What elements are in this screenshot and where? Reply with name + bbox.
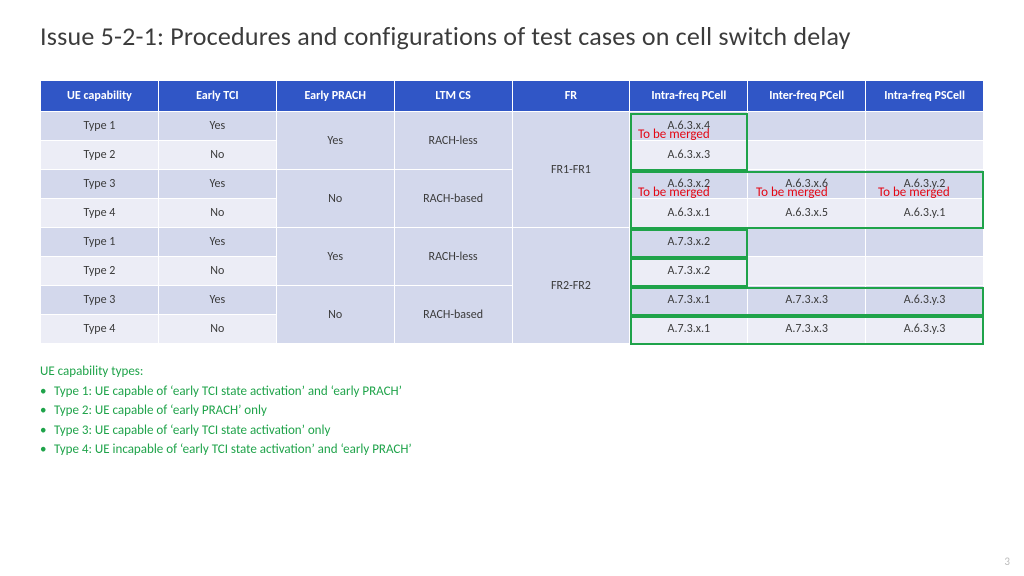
- cell-tci: No: [158, 199, 276, 228]
- cell-intra-p: A.6.3.x.1: [630, 199, 748, 228]
- cell-intra-ps: A.6.3.y.2: [866, 170, 984, 199]
- cell-tci: Yes: [158, 170, 276, 199]
- cell-fr: FR2-FR2: [512, 228, 630, 344]
- th-fr: FR: [512, 81, 630, 112]
- cell-cap: Type 4: [41, 315, 159, 344]
- config-table: UE capability Early TCI Early PRACH LTM …: [40, 80, 984, 344]
- cell-tci: No: [158, 257, 276, 286]
- cell-tci: Yes: [158, 112, 276, 141]
- cell-cap: Type 1: [41, 112, 159, 141]
- cell-inter-p: A.7.3.x.3: [748, 286, 866, 315]
- cell-cap: Type 3: [41, 286, 159, 315]
- page-number: 3: [1004, 555, 1010, 568]
- legend-item: Type 2: UE capable of ‘early PRACH’ only: [54, 401, 984, 421]
- cell-prach: Yes: [276, 228, 394, 286]
- cell-intra-ps: [866, 257, 984, 286]
- cell-inter-p: A.7.3.x.3: [748, 315, 866, 344]
- cell-intra-p: A.6.3.x.2: [630, 170, 748, 199]
- cell-cap: Type 2: [41, 257, 159, 286]
- cell-intra-ps: [866, 228, 984, 257]
- cell-tci: No: [158, 315, 276, 344]
- cell-inter-p: A.6.3.x.5: [748, 199, 866, 228]
- cell-intra-p: A.6.3.x.3: [630, 141, 748, 170]
- cell-inter-p: A.6.3.x.6: [748, 170, 866, 199]
- legend-heading: UE capability types:: [40, 362, 984, 382]
- cell-prach: No: [276, 286, 394, 344]
- cell-ltm: RACH-based: [394, 286, 512, 344]
- cell-prach: No: [276, 170, 394, 228]
- th-intra-ps: Intra-freq PSCell: [866, 81, 984, 112]
- legend-item: Type 3: UE capable of ‘early TCI state a…: [54, 421, 984, 441]
- th-inter-p: Inter-freq PCell: [748, 81, 866, 112]
- cell-intra-p: A.7.3.x.2: [630, 257, 748, 286]
- cell-tci: No: [158, 141, 276, 170]
- cell-intra-ps: [866, 141, 984, 170]
- legend-item: Type 1: UE capable of ‘early TCI state a…: [54, 382, 984, 402]
- cell-fr: FR1-FR1: [512, 112, 630, 228]
- th-tci: Early TCI: [158, 81, 276, 112]
- th-cap: UE capability: [41, 81, 159, 112]
- cell-intra-ps: A.6.3.y.1: [866, 199, 984, 228]
- cell-inter-p: [748, 228, 866, 257]
- cell-intra-ps: [866, 112, 984, 141]
- header-row: UE capability Early TCI Early PRACH LTM …: [41, 81, 984, 112]
- table-row: Type 1 Yes Yes RACH-less FR1-FR1 A.6.3.x…: [41, 112, 984, 141]
- th-intra-p: Intra-freq PCell: [630, 81, 748, 112]
- cell-inter-p: [748, 257, 866, 286]
- cell-cap: Type 3: [41, 170, 159, 199]
- cell-intra-ps: A.6.3.y.3: [866, 315, 984, 344]
- cell-intra-p: A.6.3.x.4: [630, 112, 748, 141]
- cell-intra-ps: A.6.3.y.3: [866, 286, 984, 315]
- cell-cap: Type 1: [41, 228, 159, 257]
- table-row: Type 1 Yes Yes RACH-less FR2-FR2 A.7.3.x…: [41, 228, 984, 257]
- legend-item: Type 4: UE incapable of ‘early TCI state…: [54, 440, 984, 460]
- cell-intra-p: A.7.3.x.1: [630, 286, 748, 315]
- th-ltm: LTM CS: [394, 81, 512, 112]
- cell-ltm: RACH-less: [394, 228, 512, 286]
- cell-tci: Yes: [158, 286, 276, 315]
- slide: Issue 5-2-1: Procedures and configuratio…: [0, 0, 1024, 576]
- cell-inter-p: [748, 112, 866, 141]
- cell-cap: Type 2: [41, 141, 159, 170]
- cell-cap: Type 4: [41, 199, 159, 228]
- cell-intra-p: A.7.3.x.2: [630, 228, 748, 257]
- cell-ltm: RACH-less: [394, 112, 512, 170]
- cell-ltm: RACH-based: [394, 170, 512, 228]
- legend: UE capability types: Type 1: UE capable …: [40, 362, 984, 460]
- page-title: Issue 5-2-1: Procedures and configuratio…: [40, 20, 984, 52]
- table-wrap: UE capability Early TCI Early PRACH LTM …: [40, 80, 984, 344]
- cell-inter-p: [748, 141, 866, 170]
- cell-intra-p: A.7.3.x.1: [630, 315, 748, 344]
- cell-tci: Yes: [158, 228, 276, 257]
- cell-prach: Yes: [276, 112, 394, 170]
- th-prach: Early PRACH: [276, 81, 394, 112]
